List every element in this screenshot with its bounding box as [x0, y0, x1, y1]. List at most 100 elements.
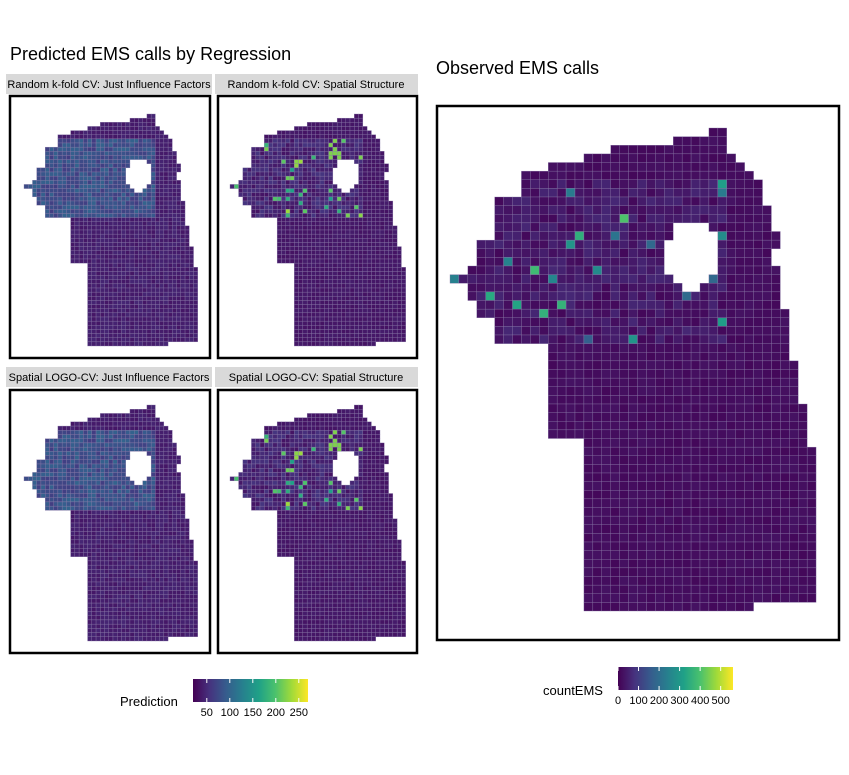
map-cell — [384, 229, 389, 235]
map-cell — [150, 535, 156, 541]
map-cell — [298, 527, 304, 532]
map-cell — [311, 430, 316, 435]
map-cell — [251, 501, 256, 507]
map-cell — [193, 560, 198, 566]
map-cell — [375, 225, 381, 231]
map-cell — [112, 602, 118, 608]
map-cell — [129, 155, 135, 160]
map-cell — [176, 279, 181, 285]
map-cell — [150, 204, 156, 210]
map-cell — [354, 304, 359, 309]
map-cell — [176, 233, 181, 239]
map-cell — [180, 238, 186, 243]
map-cell — [328, 213, 334, 218]
map-cell — [138, 221, 143, 227]
map-cell — [142, 484, 148, 490]
map-cell — [83, 480, 88, 486]
map-cell — [108, 163, 114, 169]
map-cell — [311, 325, 316, 330]
map-cell — [319, 296, 325, 301]
map-cell — [134, 569, 139, 574]
map-cell — [100, 122, 105, 127]
map-cell — [349, 316, 355, 322]
map-cell — [112, 300, 118, 305]
map-cell — [138, 628, 143, 633]
map-cell — [324, 146, 329, 152]
map-cell — [388, 229, 394, 235]
map-cell — [184, 229, 190, 235]
map-cell — [159, 421, 165, 427]
map-cell — [358, 217, 364, 222]
map-cell — [285, 233, 291, 239]
map-cell — [302, 417, 308, 423]
map-cell — [180, 598, 186, 604]
map-cell — [142, 192, 148, 198]
map-cell — [87, 316, 92, 322]
map-cell — [306, 590, 312, 595]
map-cell — [167, 434, 173, 439]
map-cell — [392, 267, 398, 272]
map-cell — [142, 122, 148, 127]
map-cell — [302, 134, 308, 140]
map-cell — [388, 225, 394, 231]
map-cell — [336, 155, 342, 160]
map-cell — [285, 192, 291, 198]
map-cell — [392, 296, 398, 301]
map-cell — [306, 229, 312, 235]
map-cell — [180, 308, 186, 314]
map-cell — [112, 535, 118, 541]
map-cell — [298, 598, 304, 604]
map-cell — [298, 196, 304, 202]
map-cell — [294, 590, 299, 595]
map-cell — [78, 468, 84, 473]
map-cell — [371, 233, 376, 239]
map-cell — [108, 175, 114, 181]
map-cell — [302, 229, 308, 235]
map-cell — [379, 316, 385, 322]
map-cell — [117, 539, 122, 545]
map-cell — [298, 130, 304, 135]
map-cell — [95, 171, 101, 177]
map-cell — [159, 552, 165, 557]
map-cell — [281, 180, 286, 185]
map-cell — [87, 175, 92, 181]
map-cell — [125, 122, 131, 127]
map-cell — [155, 329, 160, 334]
map-cell — [150, 126, 156, 131]
map-cell — [129, 312, 135, 318]
map-cell — [345, 192, 351, 198]
map-cell — [362, 283, 368, 289]
map-cell — [163, 146, 169, 152]
map-cell — [294, 493, 299, 498]
map-cell — [354, 155, 359, 160]
map-cell — [95, 417, 101, 423]
map-cell — [276, 510, 282, 515]
map-cell — [159, 316, 165, 322]
map-cell — [159, 527, 165, 532]
map-cell — [104, 126, 109, 131]
map-cell — [83, 531, 88, 536]
map-cell — [358, 271, 364, 276]
map-cell — [112, 430, 118, 435]
map-cell — [176, 505, 181, 511]
map-cell — [108, 489, 114, 494]
map-cell — [129, 217, 135, 222]
map-cell — [159, 155, 165, 160]
map-cell — [268, 484, 274, 490]
map-cell — [294, 192, 299, 198]
map-cell — [268, 175, 274, 181]
map-cell — [117, 430, 122, 435]
map-cell — [108, 159, 114, 164]
map-cell — [112, 556, 118, 562]
map-cell — [95, 159, 101, 164]
map-cell — [91, 229, 97, 235]
map-cell — [246, 484, 252, 490]
map-cell — [176, 623, 181, 629]
map-cell — [125, 413, 131, 418]
map-cell — [28, 476, 33, 482]
map-cell — [150, 438, 156, 444]
map-cell — [40, 476, 46, 482]
map-cell — [138, 522, 143, 528]
map-cell — [276, 438, 282, 444]
map-cell — [146, 586, 152, 591]
